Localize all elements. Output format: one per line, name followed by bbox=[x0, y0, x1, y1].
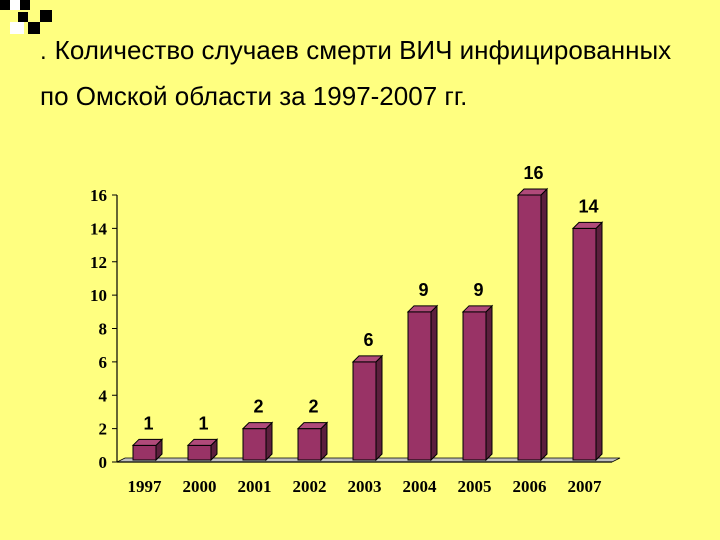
x-tick-label: 2003 bbox=[348, 477, 382, 496]
bar-side bbox=[430, 304, 438, 462]
bar bbox=[352, 361, 377, 461]
bar-side bbox=[375, 354, 383, 462]
data-label: 1 bbox=[143, 413, 153, 433]
bar bbox=[187, 444, 212, 461]
title-bullet: . bbox=[40, 38, 47, 65]
bar-top bbox=[571, 221, 604, 229]
x-tick-label: 2006 bbox=[513, 477, 547, 496]
bar-side bbox=[485, 304, 493, 462]
y-tick-label: 16 bbox=[90, 186, 107, 205]
x-tick-label: 2007 bbox=[568, 477, 603, 496]
y-tick-label: 2 bbox=[99, 420, 108, 439]
bar-top bbox=[131, 438, 164, 446]
y-tick-label: 4 bbox=[99, 386, 108, 405]
bar bbox=[517, 194, 542, 461]
bar bbox=[132, 444, 157, 461]
corner-decoration-square bbox=[18, 12, 28, 22]
data-label: 1 bbox=[198, 413, 208, 433]
corner-decoration-square bbox=[28, 22, 40, 34]
bar bbox=[407, 311, 432, 461]
slide-title: . Количество случаев смерти ВИЧ инфициров… bbox=[40, 28, 700, 118]
bar bbox=[462, 311, 487, 461]
data-label: 2 bbox=[253, 397, 263, 417]
bar-side bbox=[595, 221, 603, 462]
corner-decoration-square bbox=[10, 0, 20, 10]
bar-top bbox=[241, 422, 274, 430]
x-tick-label: 2002 bbox=[293, 477, 327, 496]
y-tick-label: 10 bbox=[90, 286, 107, 305]
data-label: 16 bbox=[523, 163, 543, 183]
data-label: 2 bbox=[308, 397, 318, 417]
bar-top bbox=[296, 422, 329, 430]
corner-decoration-square bbox=[20, 0, 30, 10]
data-label: 6 bbox=[363, 330, 373, 350]
bar bbox=[572, 227, 597, 461]
data-label: 9 bbox=[418, 280, 428, 300]
bar-top bbox=[351, 355, 384, 363]
data-label: 14 bbox=[578, 196, 598, 216]
bar bbox=[242, 428, 267, 461]
bar-side bbox=[540, 187, 548, 462]
corner-decoration-square bbox=[10, 22, 24, 34]
bar-top bbox=[186, 438, 219, 446]
bar bbox=[297, 428, 322, 461]
y-tick-label: 6 bbox=[99, 353, 108, 372]
y-tick-label: 14 bbox=[90, 219, 108, 238]
bar-top bbox=[406, 305, 439, 313]
x-tick-label: 2000 bbox=[183, 477, 217, 496]
bar-top bbox=[461, 305, 494, 313]
y-tick-label: 12 bbox=[90, 253, 107, 272]
y-tick-label: 8 bbox=[99, 320, 108, 339]
x-tick-label: 2001 bbox=[238, 477, 272, 496]
x-tick-label: 2004 bbox=[403, 477, 438, 496]
data-label: 9 bbox=[473, 280, 483, 300]
x-tick-label: 2005 bbox=[458, 477, 492, 496]
title-text: Количество случаев смерти ВИЧ инфицирова… bbox=[40, 35, 672, 111]
x-tick-label: 1997 bbox=[128, 477, 163, 496]
corner-decoration-square bbox=[40, 10, 52, 22]
y-tick-label: 0 bbox=[99, 453, 108, 472]
bar-top bbox=[516, 188, 549, 196]
corner-decoration-square bbox=[0, 0, 10, 10]
